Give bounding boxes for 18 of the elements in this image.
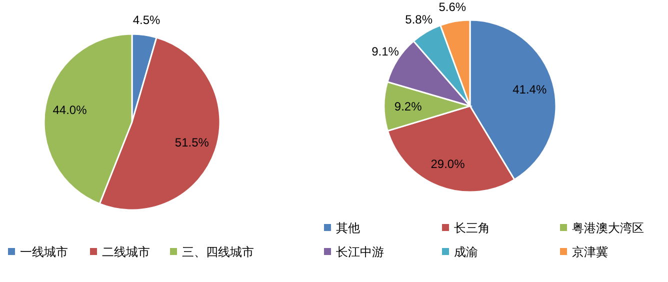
data-label: 51.5%: [174, 136, 210, 150]
legend-label: 长三角: [454, 221, 490, 235]
data-label: 9.2%: [394, 99, 422, 114]
legend-label: 三、四线城市: [182, 245, 254, 259]
legend-label: 粤港澳大湾区: [572, 221, 644, 235]
data-label: 5.8%: [405, 12, 433, 26]
legend-label: 京津冀: [572, 245, 608, 259]
data-label: 41.4%: [512, 82, 547, 96]
legend-label: 成渝: [454, 245, 478, 259]
data-label: 5.6%: [438, 0, 466, 14]
data-label: 29.0%: [430, 156, 466, 171]
data-label: 44.0%: [52, 103, 88, 118]
data-label: 4.5%: [132, 13, 161, 28]
legend-label: 二线城市: [102, 245, 150, 259]
legend-label: 一线城市: [20, 245, 68, 259]
legend-label: 其他: [336, 221, 360, 235]
legend-label: 长江中游: [336, 245, 384, 259]
data-label: 9.1%: [372, 44, 400, 59]
